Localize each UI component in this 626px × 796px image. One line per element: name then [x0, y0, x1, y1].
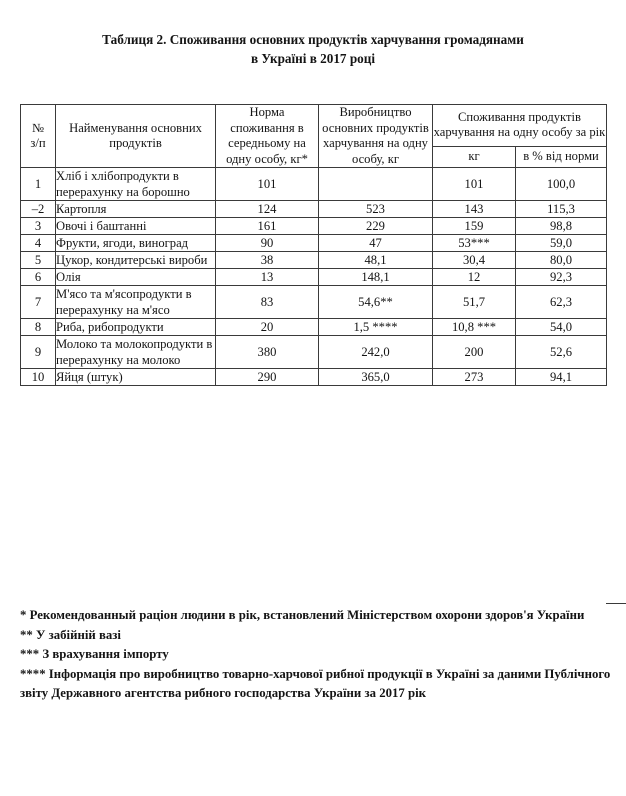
footnotes: * Рекомендованный раціон людини в рік, в… — [20, 606, 612, 704]
table-row: 7 М'ясо та м'ясопродукти в перерахунку н… — [20, 285, 607, 319]
cell-consumption-percent: 94,1 — [515, 368, 607, 386]
cell-consumption-percent: 54,0 — [515, 318, 607, 336]
cell-production: 365,0 — [318, 368, 433, 386]
column-header-consumption-group: Споживання продуктів харчування на одну … — [432, 104, 607, 147]
cell-product-name: Цукор, кондитерські вироби — [55, 251, 216, 269]
table-row: 5 Цукор, кондитерські вироби 38 48,1 30,… — [20, 251, 607, 269]
cell-production: 229 — [318, 217, 433, 235]
table-header-row-2: кг в % від норми — [21, 145, 607, 169]
consumption-table-container: № з/п Найменування основних продуктів Но… — [20, 104, 607, 386]
cell-consumption-kg: 30,4 — [432, 251, 516, 269]
cell-number: 9 — [20, 335, 56, 369]
cell-consumption-kg: 143 — [432, 200, 516, 218]
cell-product-name: М'ясо та м'ясопродукти в перерахунку на … — [55, 285, 216, 319]
cell-norm: 101 — [215, 167, 319, 201]
cell-product-name: Риба, рибопродукти — [55, 318, 216, 336]
cell-norm: 90 — [215, 234, 319, 252]
cell-norm: 124 — [215, 200, 319, 218]
cell-production: 242,0 — [318, 335, 433, 369]
column-header-number-line-1: № — [31, 120, 45, 135]
cell-consumption-kg: 273 — [432, 368, 516, 386]
page-title-line-2: в Україні в 2017 році — [250, 51, 376, 66]
cell-consumption-percent: 98,8 — [515, 217, 607, 235]
cell-consumption-percent: 59,0 — [515, 234, 607, 252]
cell-product-name: Картопля — [55, 200, 216, 218]
cell-consumption-kg: 12 — [432, 268, 516, 286]
cell-number: 3 — [20, 217, 56, 235]
table-row: 9 Молоко та молокопродукти в перерахунку… — [20, 335, 607, 369]
column-header-consumption-kg: кг — [432, 145, 516, 169]
footnote-3: *** З врахування імпорту — [20, 647, 169, 662]
table-bottom-rule-extension — [606, 603, 626, 604]
cell-norm: 290 — [215, 368, 319, 386]
cell-number: 10 — [20, 368, 56, 386]
cell-number: –2 — [20, 200, 56, 218]
cell-number: 8 — [20, 318, 56, 336]
cell-consumption-kg: 53*** — [432, 234, 516, 252]
cell-consumption-percent: 92,3 — [515, 268, 607, 286]
cell-production: 48,1 — [318, 251, 433, 269]
cell-number: 7 — [20, 285, 56, 319]
cell-product-name: Олія — [55, 268, 216, 286]
cell-number: 5 — [20, 251, 56, 269]
cell-consumption-kg: 200 — [432, 335, 516, 369]
table-body: 1 Хліб і хлібопродукти в перерахунку на … — [20, 167, 607, 386]
table-row: 3 Овочі і баштанні 161 229 159 98,8 — [20, 217, 607, 235]
cell-product-name: Хліб і хлібопродукти в перерахунку на бо… — [55, 167, 216, 201]
cell-production — [318, 167, 433, 201]
cell-product-name: Яйця (штук) — [55, 368, 216, 386]
cell-number: 6 — [20, 268, 56, 286]
cell-production: 1,5 **** — [318, 318, 433, 336]
table-row: 8 Риба, рибопродукти 20 1,5 **** 10,8 **… — [20, 318, 607, 336]
cell-production: 47 — [318, 234, 433, 252]
cell-consumption-kg: 10,8 *** — [432, 318, 516, 336]
footnote-1: * Рекомендованный раціон людини в рік, в… — [20, 608, 585, 622]
column-header-consumption-percent: в % від норми — [515, 145, 607, 169]
column-header-product-name: Найменування основних продуктів — [55, 104, 216, 168]
page-title: Таблиця 2. Споживання основних продуктів… — [60, 30, 566, 68]
cell-consumption-percent: 115,3 — [515, 200, 607, 218]
table-row: –2 Картопля 124 523 143 115,3 — [20, 200, 607, 218]
cell-consumption-kg: 159 — [432, 217, 516, 235]
cell-product-name: Овочі і баштанні — [55, 217, 216, 235]
column-header-number-line-2: з/п — [30, 136, 46, 150]
cell-norm: 380 — [215, 335, 319, 369]
cell-norm: 161 — [215, 217, 319, 235]
cell-consumption-kg: 51,7 — [432, 285, 516, 319]
table-header: № з/п Найменування основних продуктів Но… — [20, 104, 607, 169]
cell-norm: 83 — [215, 285, 319, 319]
cell-number: 4 — [20, 234, 56, 252]
table-row: 4 Фрукти, ягоди, виноград 90 47 53*** 59… — [20, 234, 607, 252]
cell-consumption-percent: 52,6 — [515, 335, 607, 369]
consumption-table: № з/п Найменування основних продуктів Но… — [20, 104, 607, 386]
table-row: 6 Олія 13 148,1 12 92,3 — [20, 268, 607, 286]
cell-norm: 38 — [215, 251, 319, 269]
cell-norm: 13 — [215, 268, 319, 286]
cell-consumption-percent: 100,0 — [515, 167, 607, 201]
cell-product-name: Фрукти, ягоди, виноград — [55, 234, 216, 252]
table-header-row-1: № з/п Найменування основних продуктів Но… — [20, 104, 607, 168]
footnote-4: **** Інформація про виробництво товарно-… — [20, 666, 611, 701]
cell-production: 148,1 — [318, 268, 433, 286]
page-title-line-1: Таблиця 2. Споживання основних продуктів… — [102, 32, 524, 47]
footnote-2: ** У забійній вазі — [20, 627, 121, 642]
table-row: 1 Хліб і хлібопродукти в перерахунку на … — [20, 167, 607, 201]
column-header-production: Виробництво основних продуктів харчуванн… — [318, 104, 433, 168]
cell-norm: 20 — [215, 318, 319, 336]
cell-production: 523 — [318, 200, 433, 218]
cell-product-name: Молоко та молокопродукти в перерахунку н… — [55, 335, 216, 369]
cell-consumption-percent: 80,0 — [515, 251, 607, 269]
table-row: 10 Яйця (штук) 290 365,0 273 94,1 — [20, 368, 607, 386]
cell-number: 1 — [20, 167, 56, 201]
column-header-number: № з/п — [20, 104, 56, 168]
cell-production: 54,6** — [318, 285, 433, 319]
cell-consumption-kg: 101 — [432, 167, 516, 201]
column-header-norm: Норма споживання в середньому на одну ос… — [215, 104, 319, 168]
cell-consumption-percent: 62,3 — [515, 285, 607, 319]
